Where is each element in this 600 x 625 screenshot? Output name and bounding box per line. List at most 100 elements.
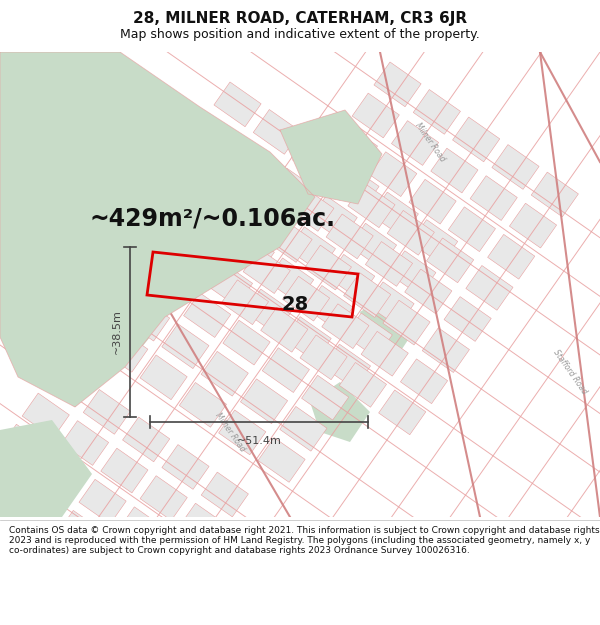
Polygon shape <box>413 89 460 134</box>
Polygon shape <box>75 569 122 614</box>
Polygon shape <box>360 292 420 352</box>
Polygon shape <box>304 245 352 290</box>
Polygon shape <box>79 479 126 524</box>
Polygon shape <box>184 292 231 338</box>
Polygon shape <box>114 597 161 625</box>
Polygon shape <box>470 176 517 221</box>
Polygon shape <box>287 186 334 231</box>
Polygon shape <box>289 227 335 272</box>
Polygon shape <box>260 308 308 352</box>
Polygon shape <box>280 112 380 202</box>
Polygon shape <box>379 390 426 435</box>
Polygon shape <box>41 188 88 233</box>
Polygon shape <box>300 335 347 380</box>
Polygon shape <box>422 328 469 372</box>
Polygon shape <box>322 304 369 349</box>
Polygon shape <box>409 179 456 224</box>
Polygon shape <box>509 203 557 248</box>
Polygon shape <box>83 389 130 434</box>
Polygon shape <box>283 276 329 321</box>
Polygon shape <box>444 297 491 341</box>
Polygon shape <box>391 121 439 166</box>
Polygon shape <box>280 406 327 451</box>
Polygon shape <box>149 176 196 220</box>
Polygon shape <box>218 410 266 455</box>
Polygon shape <box>306 286 353 330</box>
Polygon shape <box>118 507 166 552</box>
Polygon shape <box>448 207 496 252</box>
Text: Milner Road: Milner Road <box>214 411 247 453</box>
Polygon shape <box>232 141 278 186</box>
Polygon shape <box>140 476 187 521</box>
Polygon shape <box>400 359 448 404</box>
Polygon shape <box>105 238 152 282</box>
Text: 28: 28 <box>281 294 308 314</box>
Polygon shape <box>0 52 310 402</box>
Polygon shape <box>205 262 253 306</box>
Polygon shape <box>0 52 315 407</box>
Polygon shape <box>1 424 47 469</box>
Polygon shape <box>370 152 417 196</box>
Polygon shape <box>214 82 261 127</box>
Polygon shape <box>280 110 382 204</box>
Polygon shape <box>452 117 500 162</box>
Polygon shape <box>179 503 227 548</box>
Polygon shape <box>265 217 312 262</box>
Polygon shape <box>308 156 356 200</box>
Text: ~51.4m: ~51.4m <box>236 436 281 446</box>
Polygon shape <box>293 137 340 182</box>
Polygon shape <box>0 223 5 268</box>
Polygon shape <box>0 420 92 517</box>
Polygon shape <box>271 168 318 213</box>
Polygon shape <box>310 382 370 442</box>
Polygon shape <box>284 317 331 361</box>
Polygon shape <box>349 223 397 268</box>
Polygon shape <box>0 133 10 178</box>
Polygon shape <box>0 486 4 531</box>
Polygon shape <box>0 102 31 147</box>
Polygon shape <box>162 444 209 489</box>
Text: 28, MILNER ROAD, CATERHAM, CR3 6JR: 28, MILNER ROAD, CATERHAM, CR3 6JR <box>133 11 467 26</box>
Polygon shape <box>227 231 274 275</box>
Text: Stafford Road: Stafford Road <box>551 348 589 396</box>
Polygon shape <box>331 124 377 169</box>
Polygon shape <box>170 144 218 189</box>
Polygon shape <box>158 534 205 579</box>
Text: ~429m²/~0.106ac.: ~429m²/~0.106ac. <box>90 207 336 231</box>
Polygon shape <box>243 249 290 294</box>
Polygon shape <box>371 192 418 237</box>
Polygon shape <box>389 251 436 296</box>
Polygon shape <box>62 157 110 202</box>
Polygon shape <box>122 417 170 462</box>
Polygon shape <box>122 296 170 341</box>
Polygon shape <box>367 282 414 327</box>
Polygon shape <box>0 422 90 517</box>
Polygon shape <box>302 375 349 420</box>
Polygon shape <box>431 148 478 193</box>
Polygon shape <box>344 272 391 318</box>
Polygon shape <box>144 265 191 310</box>
Polygon shape <box>410 219 458 264</box>
Polygon shape <box>266 258 314 302</box>
Polygon shape <box>57 511 104 555</box>
Polygon shape <box>209 172 257 216</box>
Polygon shape <box>253 109 301 154</box>
Polygon shape <box>188 203 235 248</box>
Polygon shape <box>387 211 434 255</box>
Polygon shape <box>488 234 535 279</box>
Polygon shape <box>427 238 473 282</box>
Text: Milner Road: Milner Road <box>413 121 446 163</box>
Polygon shape <box>361 331 409 376</box>
Polygon shape <box>23 129 70 174</box>
Polygon shape <box>365 242 413 286</box>
Polygon shape <box>18 483 65 528</box>
Polygon shape <box>0 251 44 295</box>
Polygon shape <box>352 93 400 138</box>
Polygon shape <box>332 164 379 209</box>
Polygon shape <box>0 192 27 236</box>
Polygon shape <box>101 448 148 493</box>
Polygon shape <box>310 196 357 241</box>
Polygon shape <box>22 393 70 438</box>
Polygon shape <box>140 355 187 400</box>
Polygon shape <box>0 514 43 559</box>
